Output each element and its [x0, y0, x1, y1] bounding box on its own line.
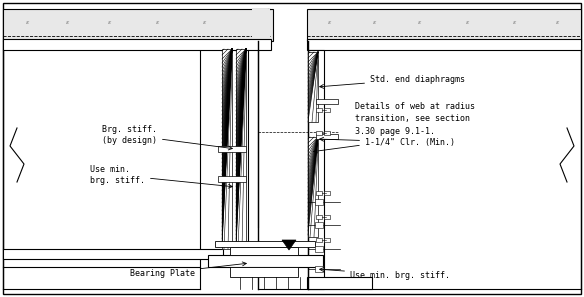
Bar — [324, 108, 330, 112]
Text: $\varepsilon$: $\varepsilon$ — [26, 20, 30, 26]
Bar — [230, 267, 298, 277]
Bar — [230, 247, 298, 255]
Text: Bearing Plate: Bearing Plate — [130, 262, 246, 277]
Bar — [236, 49, 246, 249]
Text: Details of web at radius
transition, see section
3.30 page 9.1-1.: Details of web at radius transition, see… — [355, 102, 475, 136]
Bar — [307, 39, 581, 50]
Bar — [324, 131, 330, 135]
Bar — [307, 9, 581, 41]
Bar — [222, 49, 232, 249]
Text: $\varepsilon$: $\varepsilon$ — [512, 20, 517, 26]
Bar — [218, 176, 246, 182]
Bar — [315, 246, 323, 252]
Bar — [316, 99, 338, 104]
Bar — [252, 9, 270, 41]
Bar — [316, 131, 322, 135]
Text: $\varepsilon$: $\varepsilon$ — [465, 20, 471, 26]
Text: Use min. brg. stiff.: Use min. brg. stiff. — [319, 268, 450, 279]
Bar — [308, 137, 318, 237]
Text: $\varepsilon$: $\varepsilon$ — [418, 20, 423, 26]
Bar — [315, 266, 323, 272]
Bar — [3, 39, 271, 50]
Bar — [215, 241, 315, 247]
Text: Brg. stiff.
(by design): Brg. stiff. (by design) — [102, 125, 232, 150]
Text: $\varepsilon$: $\varepsilon$ — [555, 20, 561, 26]
Bar — [316, 134, 338, 139]
Text: $\varepsilon$: $\varepsilon$ — [203, 20, 207, 26]
Bar — [315, 222, 323, 228]
Bar — [208, 255, 323, 267]
Bar — [316, 238, 322, 242]
Polygon shape — [282, 240, 296, 250]
Bar — [324, 238, 330, 242]
Bar — [315, 199, 323, 205]
Bar — [3, 9, 273, 41]
Bar — [307, 277, 372, 289]
Bar — [316, 215, 322, 219]
Text: $\varepsilon$: $\varepsilon$ — [65, 20, 71, 26]
Bar — [324, 215, 330, 219]
Text: 1-1/4" Clr. (Min.): 1-1/4" Clr. (Min.) — [319, 137, 455, 146]
Text: $\varepsilon$: $\varepsilon$ — [373, 20, 378, 26]
Text: $\varepsilon$: $\varepsilon$ — [107, 20, 113, 26]
Bar — [316, 108, 322, 112]
Text: Std. end diaphragms: Std. end diaphragms — [319, 75, 465, 88]
Text: Use min.
brg. stiff.: Use min. brg. stiff. — [90, 165, 232, 188]
Bar — [324, 191, 330, 195]
Bar — [3, 249, 223, 259]
Bar — [308, 52, 318, 122]
Text: $\varepsilon$: $\varepsilon$ — [155, 20, 161, 26]
Bar — [316, 191, 322, 195]
Bar — [218, 146, 246, 152]
Bar — [308, 50, 324, 289]
Text: $\varepsilon$: $\varepsilon$ — [328, 20, 332, 26]
